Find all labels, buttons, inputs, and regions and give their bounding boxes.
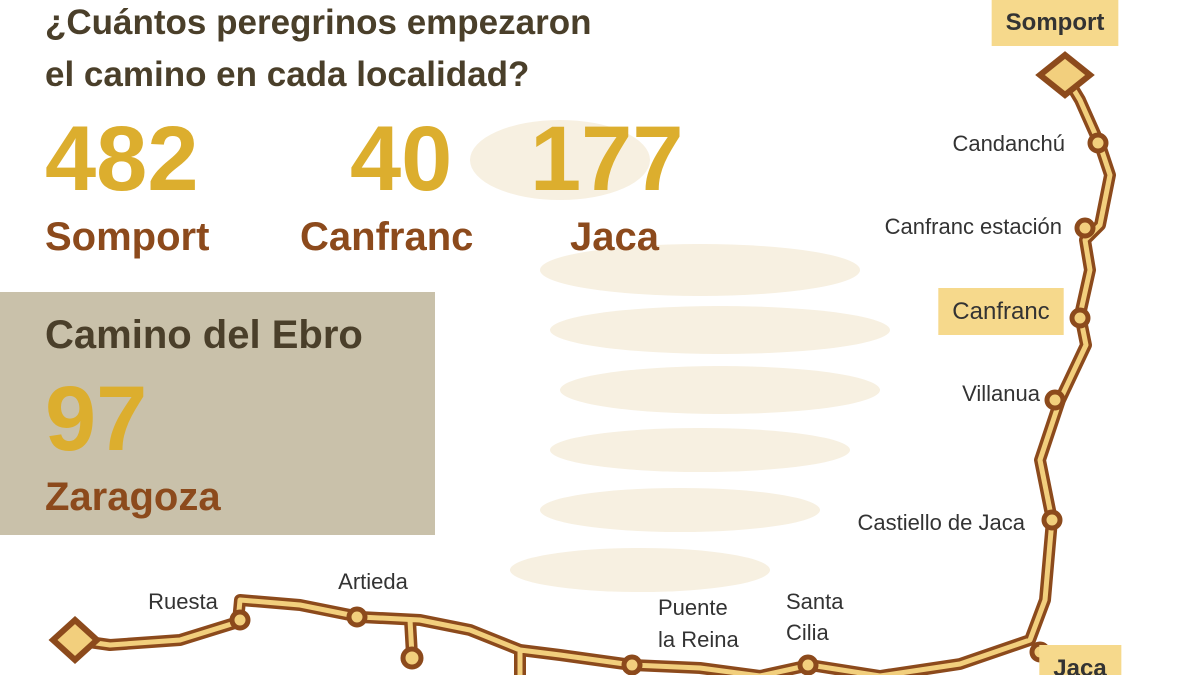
- place-text: Canfranc estación: [885, 214, 1062, 239]
- place-text: Candanchú: [952, 131, 1065, 156]
- place-label: Villanua: [962, 381, 1041, 406]
- title-line: el camino en cada localidad?: [45, 55, 529, 94]
- place-text: Villanua: [962, 381, 1041, 406]
- place-text: Somport: [1006, 9, 1105, 36]
- place-text: Canfranc: [952, 298, 1049, 325]
- place-text: Cilia: [786, 620, 830, 645]
- place-label: Artieda: [338, 569, 408, 594]
- place-label: Candanchú: [952, 131, 1065, 156]
- stat-value: 177: [530, 108, 684, 210]
- ebro-title: Camino del Ebro: [45, 313, 363, 357]
- stat-place: Somport: [45, 215, 209, 259]
- place-label: Santa Cilia: [786, 589, 844, 645]
- stat-place: Jaca: [570, 215, 660, 259]
- stat-value: 482: [45, 108, 199, 210]
- ebro-value: 97: [45, 368, 147, 470]
- place-label: Somport: [991, 0, 1119, 46]
- title-line: ¿Cuántos peregrinos empezaron: [45, 3, 591, 42]
- place-label: Canfranc estación: [885, 214, 1062, 239]
- place-text: Santa: [786, 589, 844, 614]
- ebro-box: [0, 292, 435, 535]
- background-shape: [470, 120, 890, 592]
- highlight-box: [1039, 645, 1122, 675]
- place-text: Puente: [658, 595, 728, 620]
- ebro-place: Zaragoza: [45, 475, 221, 519]
- place-label: Ruesta: [148, 589, 218, 614]
- stat-place: Canfranc: [300, 215, 473, 259]
- place-text: Ruesta: [148, 589, 218, 614]
- place-text: la Reina: [658, 627, 739, 652]
- place-text: Castiello de Jaca: [857, 510, 1025, 535]
- highlight-box: [991, 0, 1119, 46]
- endpoints: [48, 51, 1095, 670]
- place-text: Jaca: [1053, 655, 1107, 675]
- place-label: Puente la Reina: [658, 595, 739, 652]
- place-label: Canfranc: [938, 288, 1064, 335]
- place-label: Castiello de Jaca: [857, 510, 1025, 535]
- place-text: Artieda: [338, 569, 408, 594]
- place-label: Jaca: [1039, 645, 1122, 675]
- stat-value: 40: [350, 108, 452, 210]
- highlight-box: [938, 288, 1064, 335]
